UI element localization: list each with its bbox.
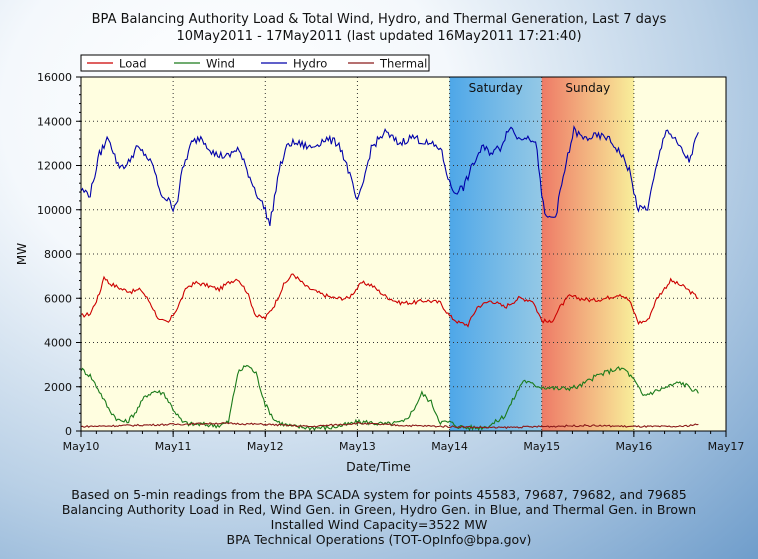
x-tick-label: May11 xyxy=(155,440,192,453)
series-lines xyxy=(80,125,699,432)
series-line-thermal xyxy=(80,421,699,430)
series-line-hydro xyxy=(80,125,699,227)
x-axis: May10 May11 May12 May13 May14 May15 May16 May17 xyxy=(63,431,745,453)
y-tick-label: 10000 xyxy=(37,204,72,217)
weekend-band-label-saturday: Saturday xyxy=(469,81,523,95)
grid-lines xyxy=(81,77,726,431)
chart-title: BPA Balancing Authority Load & Total Win… xyxy=(0,11,758,45)
weekend-bands: Saturday Sunday xyxy=(449,77,634,431)
x-tick-label: May16 xyxy=(615,440,652,453)
y-tick-label: 12000 xyxy=(37,160,72,173)
y-axis: 0 2000 4000 6000 8000 10000 12000 14000 16000 xyxy=(37,71,81,438)
weekend-band-sunday xyxy=(541,77,634,431)
y-tick-label: 8000 xyxy=(44,248,72,261)
weekend-band-saturday xyxy=(449,77,542,431)
x-tick-label: May10 xyxy=(63,440,100,453)
footer-line2: Balancing Authority Load in Red, Wind Ge… xyxy=(61,502,697,517)
x-axis-label: Date/Time xyxy=(346,459,411,474)
footer-line4: BPA Technical Operations (TOT-OpInfo@bpa… xyxy=(226,532,532,547)
chart-footer: Based on 5-min readings from the BPA SCA… xyxy=(0,487,758,547)
x-tick-label: May13 xyxy=(339,440,376,453)
y-axis-label: MW xyxy=(15,243,29,265)
y-tick-label: 0 xyxy=(65,425,72,438)
series-line-load xyxy=(80,273,699,328)
y-tick-label: 2000 xyxy=(44,381,72,394)
x-tick-label: May12 xyxy=(247,440,284,453)
series-line-wind xyxy=(80,364,699,432)
footer-line1: Based on 5-min readings from the BPA SCA… xyxy=(71,487,687,502)
legend-label-thermal: Thermal xyxy=(379,57,427,71)
y-tick-label: 6000 xyxy=(44,292,72,305)
x-tick-label: May17 xyxy=(708,440,745,453)
footer-line3: Installed Wind Capacity=3522 MW xyxy=(270,517,488,532)
y-tick-label: 16000 xyxy=(37,71,72,84)
chart-title-line1: BPA Balancing Authority Load & Total Win… xyxy=(91,12,667,27)
legend-label-wind: Wind xyxy=(206,57,235,71)
legend-box xyxy=(80,54,430,72)
x-tick-label: May14 xyxy=(431,440,468,453)
y-tick-label: 14000 xyxy=(37,115,72,128)
chart-title-line2: 10May2011 - 17May2011 (last updated 16Ma… xyxy=(176,29,582,44)
x-tick-label: May15 xyxy=(523,440,560,453)
weekend-band-label-sunday: Sunday xyxy=(565,81,610,95)
y-tick-label: 4000 xyxy=(44,337,72,350)
legend-label-load: Load xyxy=(119,57,147,71)
legend: Load Wind Hydro Thermal xyxy=(80,54,430,72)
legend-label-hydro: Hydro xyxy=(293,57,327,71)
